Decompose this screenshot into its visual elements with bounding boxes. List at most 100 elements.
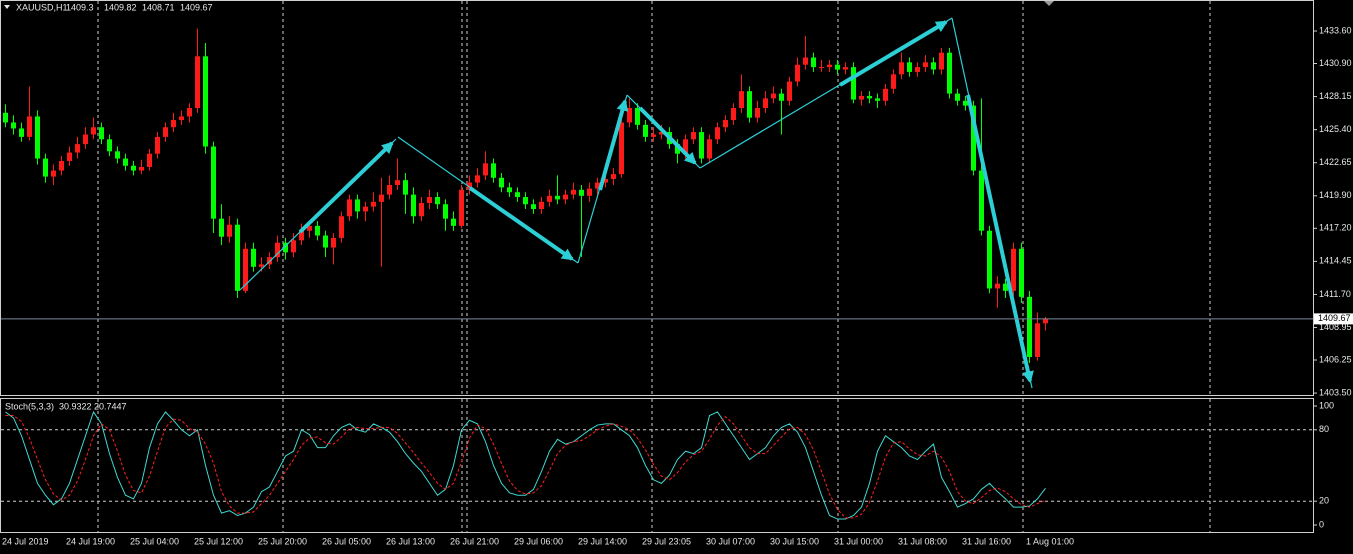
candle-body [427, 197, 432, 204]
y-tick-label: 1411.70 [1319, 289, 1351, 299]
candle-body [947, 52, 952, 94]
candle-body [675, 144, 680, 154]
candle-body [603, 178, 608, 183]
candle-body [203, 56, 208, 147]
x-tick-label: 25 Jul 04:00 [130, 536, 179, 546]
candle-body [683, 139, 688, 154]
y-tick-label: 1419.90 [1319, 190, 1352, 200]
y-tick-label: 1414.45 [1319, 256, 1352, 266]
candle-body [899, 62, 904, 75]
candle-body [939, 52, 944, 70]
candle-body [723, 120, 728, 128]
x-tick-label: 31 Jul 08:00 [898, 536, 947, 546]
y-tick-label: 1422.65 [1319, 157, 1352, 167]
candle-body [219, 218, 224, 237]
y-tick-label: 0 [1319, 519, 1324, 529]
candle-body [443, 204, 448, 219]
candle-body [771, 93, 776, 99]
y-tick-label: 1403.50 [1319, 387, 1352, 397]
stoch-title: Stoch(5,3,3) [5, 401, 54, 411]
stoch-line [5, 415, 1046, 519]
candle-body [67, 152, 72, 161]
marks [1, 28, 1313, 520]
candle-body [379, 194, 384, 202]
candle-body [955, 93, 960, 101]
y-tick-label: 1430.90 [1319, 58, 1352, 68]
candle-body [907, 62, 912, 72]
x-tick-label: 24 Jul 2019 [2, 536, 49, 546]
candle-body [803, 57, 808, 65]
candle-body [59, 160, 64, 171]
symbol: XAUUSD,H1 [16, 2, 68, 12]
candle-body [843, 67, 848, 70]
candle-body [347, 199, 352, 217]
candle-body [227, 224, 232, 237]
candle-body [691, 132, 696, 140]
candle-body [923, 62, 928, 68]
candle-body [35, 116, 40, 159]
candle-body [499, 177, 504, 188]
stoch-signal-value: 20.7447 [94, 401, 127, 411]
candle-body [307, 225, 312, 231]
main-panel [0, 0, 1314, 396]
candle-body [339, 216, 344, 238]
candle-body [779, 93, 784, 101]
candle-body [115, 151, 120, 159]
candle-body [275, 242, 280, 258]
y-tick-label: 80 [1319, 424, 1329, 434]
x-tick-label: 31 Jul 16:00 [962, 536, 1011, 546]
candle-body [131, 165, 136, 171]
x-tick-label: 25 Jul 12:00 [194, 536, 243, 546]
candle-body [1019, 248, 1024, 297]
candle-body [179, 116, 184, 121]
x-tick-label: 24 Jul 19:00 [66, 536, 115, 546]
candle-body [83, 134, 88, 145]
candle-body [715, 127, 720, 140]
candle-body [915, 67, 920, 72]
candle-body [483, 163, 488, 176]
candle-body [579, 189, 584, 196]
drawn-arrows [239, 17, 1034, 389]
candle-body [795, 64, 800, 82]
candle-body [787, 81, 792, 101]
y-tick-label: 100 [1319, 400, 1334, 410]
candle-body [987, 230, 992, 289]
candle-body [755, 108, 760, 118]
x-tick-label: 30 Jul 15:00 [770, 536, 819, 546]
candle-body [411, 194, 416, 217]
x-tick-label: 26 Jul 05:00 [322, 536, 371, 546]
candle-body [547, 195, 552, 202]
candle-body [867, 95, 872, 99]
candle-body [283, 242, 288, 253]
candle-body [699, 132, 704, 159]
candle-body [979, 170, 984, 231]
candle-body [851, 67, 856, 100]
candle-body [571, 189, 576, 195]
candle-body [1003, 283, 1008, 291]
candle-body [99, 127, 104, 140]
quote-open: 1409.3 [66, 2, 94, 12]
candle-body [291, 240, 296, 253]
candle-body [435, 197, 440, 205]
candle-body [635, 108, 640, 125]
x-tick-label: 29 Jul 14:00 [578, 536, 627, 546]
y-tick-label: 1408.95 [1319, 322, 1352, 332]
candle-body [883, 88, 888, 101]
candle-body [619, 122, 624, 175]
candle-body [1027, 296, 1032, 357]
candle-body [123, 158, 128, 166]
candle-body [643, 124, 648, 137]
candle-body [523, 197, 528, 205]
menu-triangle[interactable] [4, 5, 10, 9]
candle-body [595, 182, 600, 189]
candle-body [139, 166, 144, 171]
candle-body [1043, 318, 1048, 324]
candle-body [147, 153, 152, 167]
candle-body [875, 98, 880, 101]
candle-body [1035, 323, 1040, 357]
candle-body [363, 206, 368, 212]
candle-body [187, 108, 192, 117]
candle-body [819, 67, 824, 69]
shift-marker [1044, 1, 1054, 6]
